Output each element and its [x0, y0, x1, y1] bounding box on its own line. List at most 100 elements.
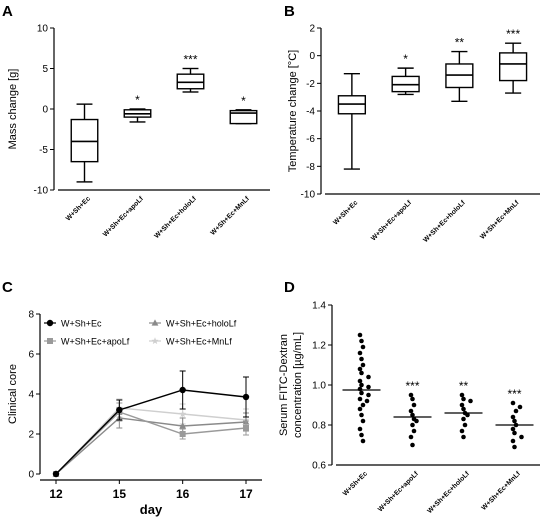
data-point	[366, 384, 371, 390]
data-point	[47, 338, 53, 344]
legend-item-2: W+Sh+Ec+apoLf	[44, 337, 130, 347]
y-axis-label: Temperature change [°C]	[287, 50, 299, 172]
data-point	[461, 434, 466, 440]
data-point	[359, 338, 364, 344]
y-tick-label: -4	[306, 107, 315, 118]
significance-label: *	[135, 93, 140, 107]
y-axis-label-line: Temperature change [°C]	[287, 50, 299, 172]
x-category-label: W+Sh+Ec	[342, 470, 369, 497]
data-point	[359, 356, 364, 362]
data-point	[510, 426, 516, 432]
data-point	[242, 393, 250, 401]
data-point	[459, 428, 465, 434]
y-tick-label: 0	[28, 470, 34, 481]
group-4	[495, 400, 534, 450]
x-category-label: W+Sh+Ec+apoLf	[102, 195, 146, 239]
box-iqr	[176, 73, 205, 90]
box-1	[70, 103, 99, 183]
legend-label: W+Sh+Ec+apoLf	[61, 337, 130, 347]
y-tick-label: 0.6	[312, 461, 326, 472]
y-tick-label: 0	[309, 51, 315, 62]
data-point	[359, 432, 364, 438]
data-point	[408, 392, 414, 398]
data-point	[179, 431, 186, 437]
x-axis-label: day	[140, 502, 163, 517]
box-2	[391, 67, 420, 96]
data-point	[510, 414, 516, 420]
y-tick-label: 2	[28, 430, 34, 441]
data-point	[510, 400, 516, 406]
x-tick-label: 15	[113, 487, 127, 501]
data-point	[519, 434, 524, 440]
x-category-label: W+Sh+Ec+apoLf	[370, 199, 414, 243]
data-point	[461, 396, 466, 402]
y-axis-label: Clinical core	[7, 364, 19, 424]
data-point	[360, 362, 366, 368]
box-3	[445, 50, 474, 103]
data-point	[461, 406, 466, 412]
data-point	[359, 412, 364, 418]
data-point	[151, 337, 159, 345]
data-point	[468, 398, 473, 404]
data-point	[512, 430, 517, 436]
y-tick-label: 10	[37, 24, 49, 35]
y-tick-label: 5	[42, 64, 48, 75]
y-tick-label: -10	[34, 186, 49, 197]
significance-label: **	[455, 36, 465, 50]
legend-item-4: W+Sh+Ec+MnLf	[149, 337, 232, 347]
box-iqr	[229, 109, 258, 125]
significance-label: ***	[506, 27, 520, 41]
y-tick-label: 2	[309, 24, 315, 35]
y-tick-label: -10	[301, 190, 316, 201]
data-point	[465, 412, 470, 418]
data-point	[410, 396, 415, 402]
x-category-label: W+Sh+Ec+MnLf	[479, 199, 521, 241]
series-line	[55, 407, 247, 475]
data-point	[116, 406, 123, 414]
panel-b-boxplot: -10 -8 -6 -4 -2 0 2 Temperature change [°C] W+Sh…	[287, 24, 540, 244]
group-2	[393, 392, 432, 448]
panel-d-letter: D	[284, 279, 295, 296]
x-tick-label: 17	[239, 487, 253, 501]
data-point	[459, 402, 465, 408]
y-tick-label: 1.2	[312, 341, 326, 352]
x-category-label: W+Sh+Ec+holoLf	[153, 195, 198, 240]
panel-a-letter: A	[2, 3, 13, 20]
x-category-label: W+Sh+Ec+MnLf	[481, 470, 523, 512]
data-point	[360, 344, 366, 350]
group-3	[444, 392, 483, 440]
data-point	[408, 434, 414, 440]
x-category-label: W+Sh+Ec+MnLf	[210, 195, 252, 237]
legend-item-1: W+Sh+Ec	[44, 319, 102, 329]
x-category-label: W+Sh+Ec+holoLf	[422, 199, 467, 244]
legend-label: W+Sh+Ec	[61, 319, 102, 329]
significance-label: ***	[183, 53, 197, 67]
data-point	[462, 422, 468, 428]
significance-label: *	[403, 52, 408, 66]
series-4	[52, 398, 250, 478]
significance-label: ***	[507, 387, 521, 401]
box-3	[176, 67, 205, 93]
data-point	[357, 426, 363, 432]
svg-text:D: D	[284, 279, 295, 296]
data-point	[410, 422, 415, 428]
group-1	[342, 332, 381, 444]
data-point	[510, 438, 516, 444]
data-point	[411, 402, 417, 408]
data-point	[459, 392, 465, 398]
legend-label: W+Sh+Ec+holoLf	[166, 319, 237, 329]
data-point	[357, 406, 363, 412]
legend-item-3: W+Sh+Ec+holoLf	[149, 319, 237, 329]
data-point	[179, 410, 187, 418]
x-category-label: W+Sh+Ec+holoLf	[426, 470, 471, 515]
legend-label: W+Sh+Ec+MnLf	[166, 337, 232, 347]
data-point	[408, 408, 414, 414]
box-1	[337, 72, 367, 170]
data-point	[410, 412, 415, 418]
data-point	[414, 418, 419, 424]
significance-label: ***	[405, 379, 419, 393]
data-point	[357, 378, 363, 384]
svg-text:B: B	[284, 3, 295, 20]
series-line	[55, 417, 247, 475]
